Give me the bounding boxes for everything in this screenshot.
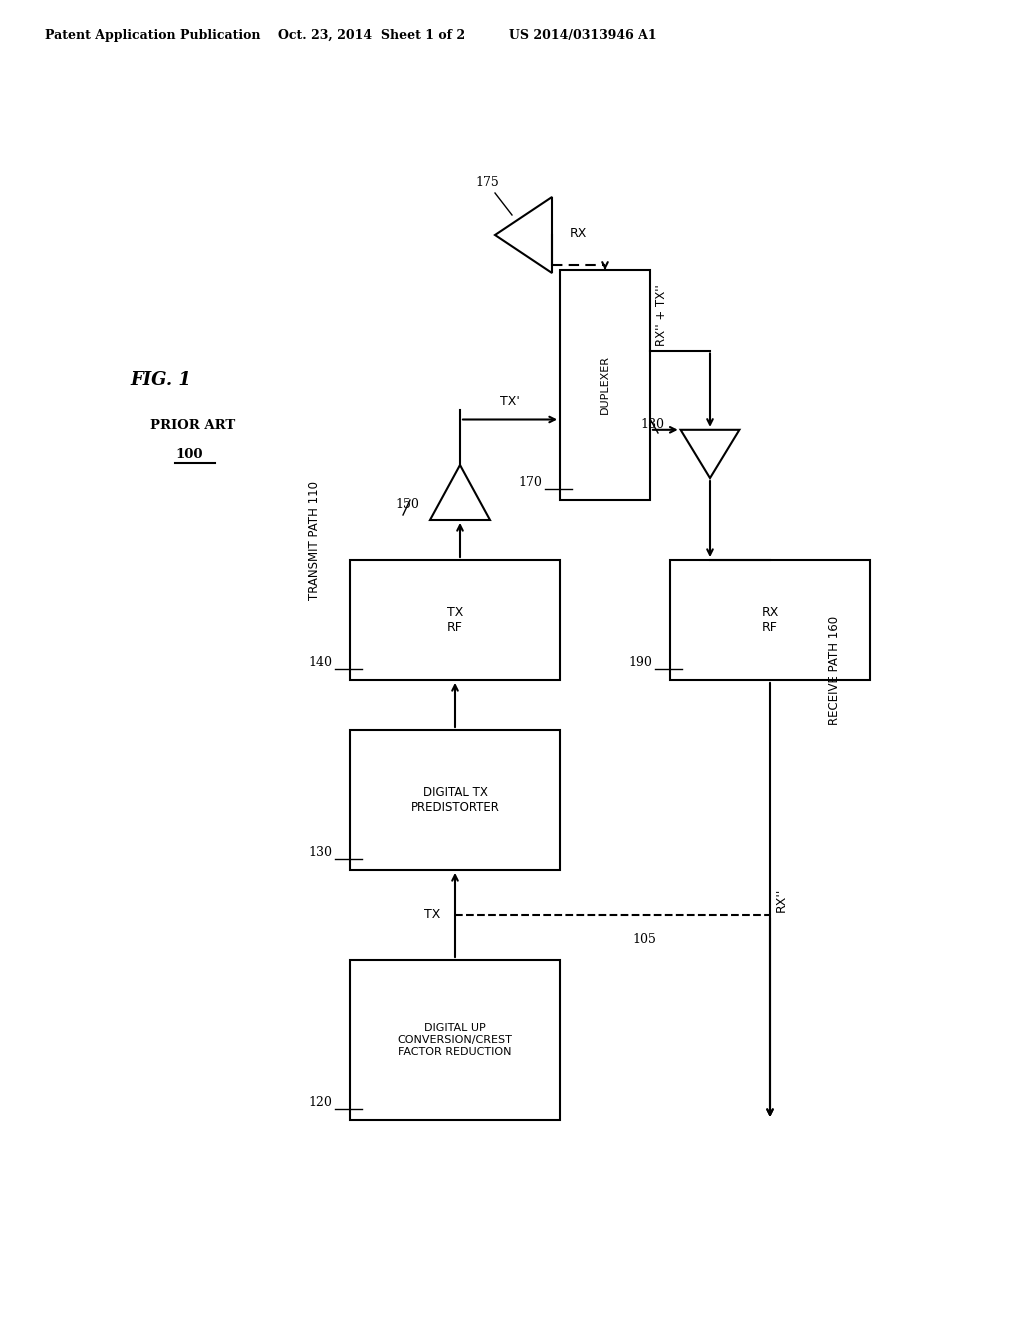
Text: FIG. 1: FIG. 1 bbox=[130, 371, 190, 389]
Text: Patent Application Publication    Oct. 23, 2014  Sheet 1 of 2          US 2014/0: Patent Application Publication Oct. 23, … bbox=[45, 29, 656, 41]
Text: RX'': RX'' bbox=[775, 888, 788, 912]
Text: RX
RF: RX RF bbox=[761, 606, 778, 634]
Text: 100: 100 bbox=[175, 449, 203, 462]
Text: 150: 150 bbox=[395, 499, 419, 511]
Text: 130: 130 bbox=[308, 846, 332, 858]
Bar bbox=[350, 560, 560, 680]
Text: 105: 105 bbox=[633, 933, 656, 946]
Bar bbox=[670, 560, 870, 680]
Text: DIGITAL UP
CONVERSION/CREST
FACTOR REDUCTION: DIGITAL UP CONVERSION/CREST FACTOR REDUC… bbox=[397, 1023, 512, 1056]
Bar bbox=[350, 730, 560, 870]
Bar bbox=[560, 271, 650, 500]
Text: TX
RF: TX RF bbox=[446, 606, 463, 634]
Text: 190: 190 bbox=[628, 656, 652, 668]
Text: DUPLEXER: DUPLEXER bbox=[600, 355, 610, 414]
Text: 170: 170 bbox=[518, 475, 542, 488]
Text: RX: RX bbox=[569, 227, 587, 240]
Text: RECEIVE PATH 160: RECEIVE PATH 160 bbox=[828, 615, 842, 725]
Text: 180: 180 bbox=[640, 418, 664, 432]
Text: TX: TX bbox=[424, 908, 440, 921]
Bar bbox=[350, 960, 560, 1119]
Text: 140: 140 bbox=[308, 656, 332, 668]
Text: TX': TX' bbox=[500, 395, 520, 408]
Text: PRIOR ART: PRIOR ART bbox=[150, 418, 236, 432]
Text: 175: 175 bbox=[475, 177, 499, 190]
Text: 120: 120 bbox=[308, 1096, 332, 1109]
Text: DIGITAL TX
PREDISTORTER: DIGITAL TX PREDISTORTER bbox=[411, 785, 500, 814]
Text: RX'' + TX'': RX'' + TX'' bbox=[655, 284, 668, 346]
Text: TRANSMIT PATH 110: TRANSMIT PATH 110 bbox=[308, 480, 322, 599]
